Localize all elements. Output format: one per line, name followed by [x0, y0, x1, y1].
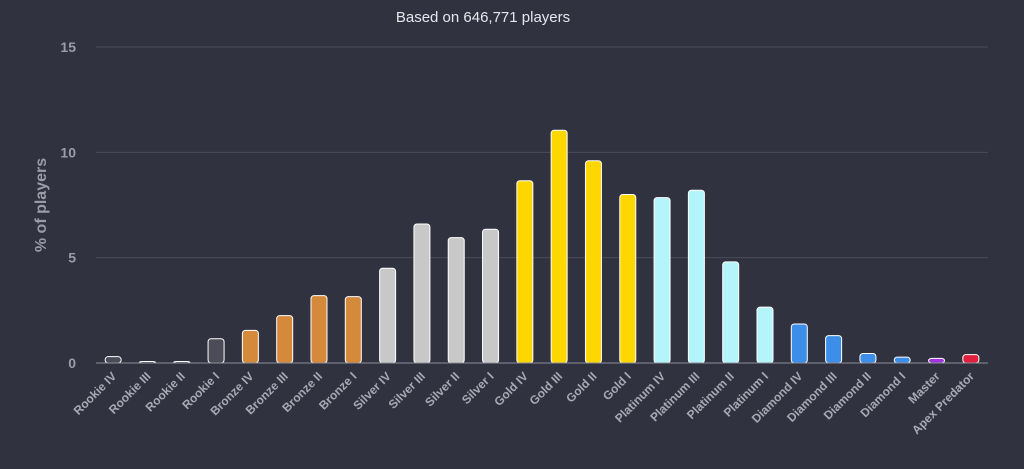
bar[interactable]	[687, 189, 705, 364]
bar[interactable]	[653, 197, 671, 364]
bar[interactable]	[584, 160, 602, 364]
bar[interactable]	[790, 323, 808, 364]
bar[interactable]	[379, 267, 397, 364]
bar[interactable]	[276, 315, 294, 364]
y-tick-label: 0	[68, 355, 76, 371]
y-tick-label: 10	[60, 144, 76, 160]
bar[interactable]	[619, 193, 637, 364]
bar[interactable]	[859, 353, 877, 364]
bar[interactable]	[756, 306, 774, 364]
x-tick-label: Gold IV	[491, 369, 531, 409]
x-tick-label: Apex Predator	[909, 369, 977, 437]
bar[interactable]	[516, 180, 534, 364]
bar[interactable]	[447, 237, 465, 364]
bar[interactable]	[722, 261, 740, 364]
grid-lines	[96, 46, 988, 259]
y-axis-label: % of players	[33, 158, 50, 252]
bar[interactable]	[893, 356, 911, 364]
x-tick-label: Gold III	[527, 369, 566, 408]
bar[interactable]	[962, 354, 980, 364]
bar[interactable]	[550, 129, 568, 364]
bar[interactable]	[825, 335, 843, 364]
bar[interactable]	[928, 357, 946, 364]
x-tick-label: Silver I	[459, 369, 497, 407]
chart-subtitle: Based on 646,771 players	[396, 9, 570, 26]
x-tick-label: Silver III	[386, 369, 428, 411]
bar[interactable]	[482, 228, 500, 364]
y-tick-label: 15	[60, 39, 76, 55]
bar[interactable]	[241, 329, 259, 364]
y-tick-label: 5	[68, 250, 76, 266]
x-tick-label: Silver II	[422, 369, 462, 409]
bar[interactable]	[310, 295, 328, 364]
bars	[104, 129, 980, 364]
x-tick-label: Gold II	[563, 369, 599, 405]
x-tick-label: Silver IV	[350, 369, 393, 412]
y-tick-labels: 0 5 10 15	[60, 39, 76, 371]
bar[interactable]	[104, 356, 122, 364]
bar[interactable]	[207, 338, 225, 364]
bar[interactable]	[344, 296, 362, 364]
bar[interactable]	[413, 223, 431, 364]
